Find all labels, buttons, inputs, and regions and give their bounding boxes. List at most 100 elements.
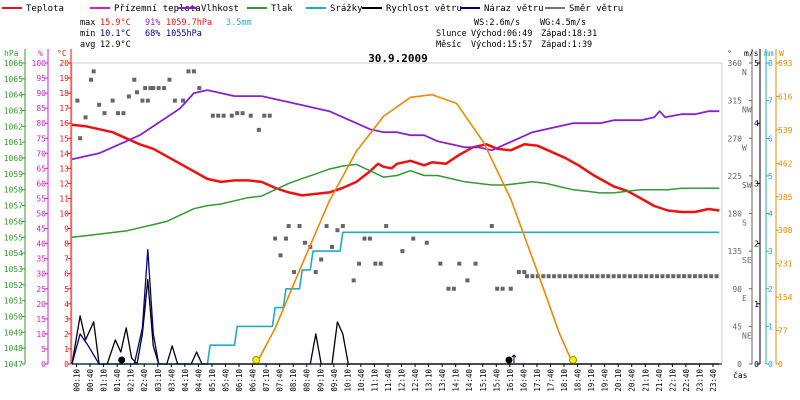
axis-tick-label: 50 <box>36 210 46 219</box>
axis-tick-label: 7 <box>768 97 773 106</box>
axis-tick-label: 16 <box>59 119 69 128</box>
x-tick-label: 04:10 <box>181 369 190 392</box>
x-tick-label: 11:40 <box>384 369 393 392</box>
legend-label: Přízemní teplota <box>114 4 201 14</box>
series-solar <box>255 93 574 365</box>
wind-direction-point <box>457 261 462 266</box>
axis-tick-label: 0 <box>64 360 69 369</box>
wind-direction-point <box>140 98 145 103</box>
wind-direction-point <box>88 77 93 82</box>
stat-value: 10.1°C <box>100 29 131 39</box>
wind-direction-point <box>283 236 288 241</box>
x-tick-label: 13:40 <box>438 369 447 392</box>
axis-tick-label: 231 <box>778 260 793 269</box>
x-tick-label: 18:10 <box>560 369 569 392</box>
axis-tick-label: 1048 <box>4 344 23 353</box>
axis-tick-label: 1061 <box>4 138 23 147</box>
legend-label: Rychlost větru <box>386 4 462 14</box>
wind-direction-point <box>235 111 240 116</box>
x-tick-label: 22:40 <box>682 369 691 392</box>
stat-value: 3.5mm <box>226 18 252 28</box>
axis-tick-label: 1058 <box>4 186 23 195</box>
x-tick-label: 10:10 <box>343 369 352 392</box>
wind-direction-point <box>622 274 627 279</box>
wind-direction-point <box>703 274 708 279</box>
legend-label: Směr větru <box>569 4 623 14</box>
axis-tick-label: 70 <box>36 149 46 158</box>
moonrise-marker <box>505 356 513 364</box>
axis-tick-label: NE <box>742 331 752 340</box>
wind-direction-point <box>446 286 451 291</box>
wind-direction-point <box>102 111 107 116</box>
axis-tick-label: 9 <box>64 225 69 234</box>
wind-direction-point <box>278 253 283 258</box>
axis-unit: m/s <box>744 49 759 58</box>
axis-tick-label: 5 <box>41 345 46 354</box>
axis-unit: W <box>779 49 784 58</box>
axis-tick-label: 4 <box>64 300 69 309</box>
wind-direction-point <box>687 274 692 279</box>
axis-tick-label: 0 <box>778 360 783 369</box>
wind-direction-point <box>411 236 416 241</box>
wind-direction-point <box>110 98 115 103</box>
wind-direction-point <box>489 224 494 229</box>
axis-tick-label: 60 <box>36 179 46 188</box>
wind-direction-point <box>302 240 307 245</box>
wind-direction-point <box>655 274 659 279</box>
moonset-marker <box>118 356 126 364</box>
wind-direction-point <box>229 113 234 118</box>
wind-direction-point <box>522 270 527 275</box>
axis-tick-label: 80 <box>36 119 46 128</box>
axis-unit: % <box>38 49 43 58</box>
axes: 1047104810491050105110521053105410551056… <box>4 49 793 392</box>
x-tick-label: 09:40 <box>330 369 339 392</box>
wind-direction-point <box>156 86 161 91</box>
wind-direction-point <box>541 274 546 279</box>
legend-label: Teplota <box>26 4 64 14</box>
axis-tick-label: 15 <box>59 134 69 143</box>
wind-direction-point <box>313 270 318 275</box>
axis-tick-label: 0 <box>768 360 773 369</box>
x-tick-label: 13:10 <box>425 369 434 392</box>
sunset-marker <box>569 356 578 364</box>
axis-tick-label: 1055 <box>4 233 23 242</box>
axis-tick-label: 180 <box>728 210 743 219</box>
wind-direction-point <box>714 274 719 279</box>
axis-tick-label: 8 <box>768 59 773 68</box>
axis-tick-label: SW <box>742 181 752 190</box>
axis-tick-label: 7 <box>64 255 69 264</box>
moon-label: Měsíc <box>436 40 462 50</box>
wind-direction-point <box>378 261 383 266</box>
x-tick-label: 08:40 <box>303 369 312 392</box>
x-tick-label: 14:10 <box>452 369 461 392</box>
axis-tick-label: 462 <box>778 159 793 168</box>
stat-value: 12.9°C <box>100 40 131 50</box>
axis-tick-label: 19 <box>59 74 69 83</box>
x-tick-label: 07:10 <box>262 369 271 392</box>
moonrise-arrow-icon <box>511 354 517 363</box>
x-tick-label: 11:10 <box>370 369 379 392</box>
stat-value: 1055hPa <box>166 29 202 39</box>
axis-tick-label: E <box>742 294 747 303</box>
x-tick-label: 17:10 <box>533 369 542 392</box>
x-tick-label: 15:40 <box>492 369 501 392</box>
x-tick-label: 04:40 <box>194 369 203 392</box>
wind-direction-point <box>473 261 478 266</box>
wind-direction-point <box>649 274 654 279</box>
axis-tick-label: 10 <box>59 210 69 219</box>
wind-direction-point <box>151 86 156 91</box>
axis-tick-label: N <box>742 68 747 77</box>
axis-tick-label: 45 <box>732 322 742 331</box>
axis-tick-label: 18 <box>59 89 69 98</box>
axis-tick-label: 0 <box>754 360 759 369</box>
axis-tick-label: 1 <box>64 345 69 354</box>
wind-direction-point <box>186 69 191 74</box>
axis-tick-label: 85 <box>36 104 46 113</box>
wind-direction-point <box>525 274 529 279</box>
wind-direction-point <box>424 240 429 245</box>
wind-direction-point <box>126 94 131 99</box>
x-tick-label: 18:40 <box>574 369 583 392</box>
wind-direction-point <box>75 98 80 103</box>
wind-direction-point <box>611 274 616 279</box>
